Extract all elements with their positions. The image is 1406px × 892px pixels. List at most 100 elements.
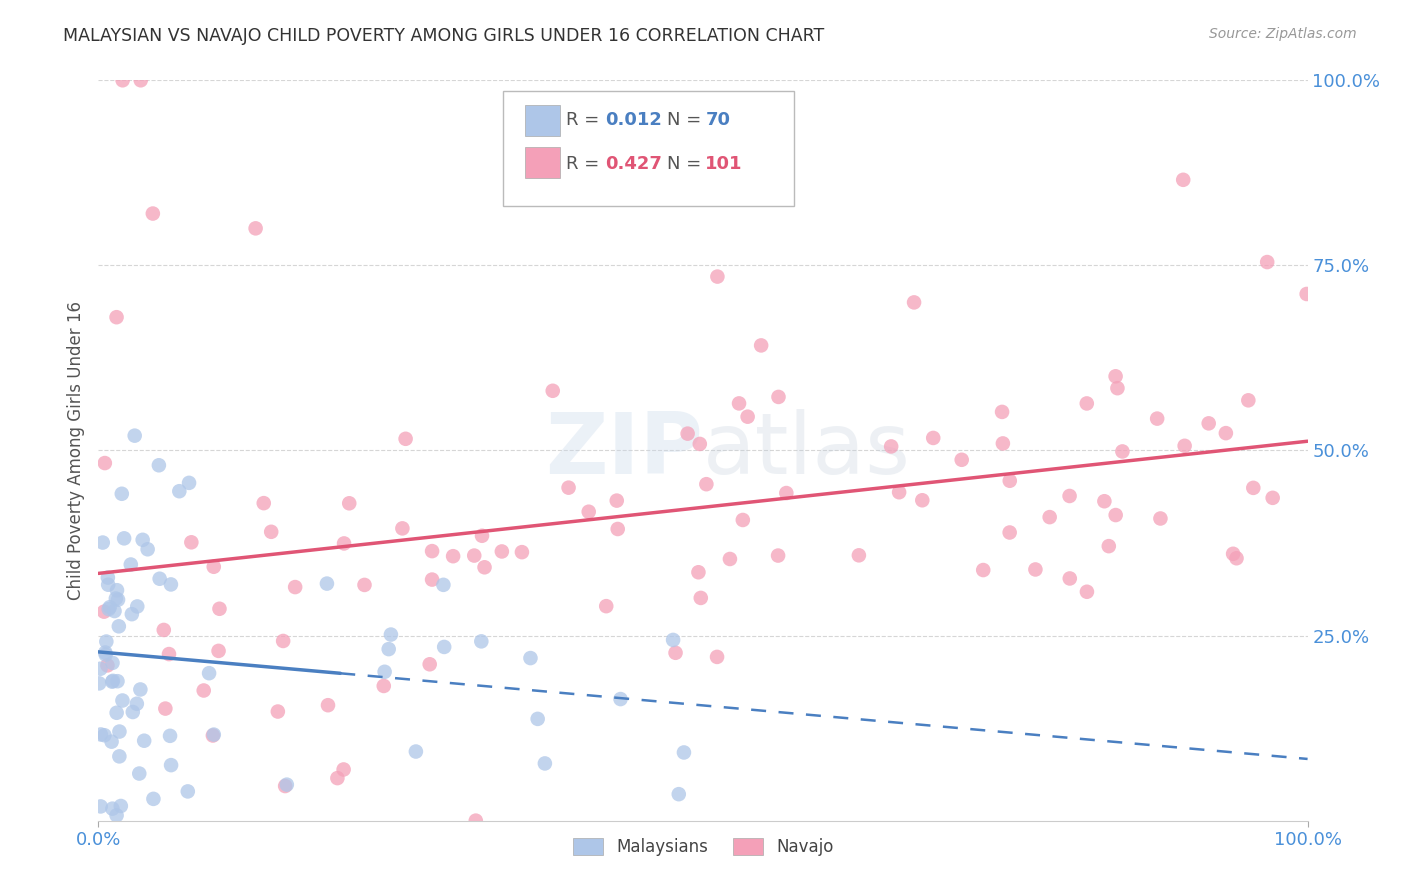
Point [1146, 411, 1168, 425]
Point [420, 544, 443, 558]
Point [998, 525, 1021, 540]
Point [1261, 491, 1284, 505]
Point [128, 766, 150, 780]
Point [107, 674, 129, 689]
Point [97, 602, 120, 616]
Point [160, 758, 183, 772]
Point [1039, 510, 1062, 524]
Point [98, 600, 121, 615]
Point [541, 384, 564, 398]
Point [991, 405, 1014, 419]
Point [718, 552, 741, 566]
Point [96, 634, 118, 648]
Point [1174, 439, 1197, 453]
Point [950, 452, 973, 467]
Point [101, 656, 124, 670]
Point [90, 799, 112, 814]
Point [159, 729, 181, 743]
Point [110, 799, 132, 814]
Point [97, 578, 120, 592]
Point [332, 763, 354, 777]
Point [94, 456, 117, 470]
Point [1107, 381, 1129, 395]
Point [208, 601, 231, 615]
Point [108, 749, 131, 764]
Point [491, 544, 513, 558]
Point [353, 578, 375, 592]
Point [737, 409, 759, 424]
Point [1256, 255, 1278, 269]
Point [96, 658, 118, 673]
Point [134, 733, 156, 747]
Point [112, 532, 135, 546]
Point [373, 679, 395, 693]
Point [1111, 444, 1133, 458]
Point [111, 487, 134, 501]
Point [120, 558, 142, 572]
Y-axis label: Child Poverty Among Girls Under 16: Child Poverty Among Girls Under 16 [66, 301, 84, 600]
Point [97, 570, 120, 584]
Point [125, 697, 148, 711]
Point [1149, 511, 1171, 525]
Point [202, 559, 225, 574]
Point [129, 73, 152, 87]
Text: ZIP: ZIP [546, 409, 703, 492]
Point [337, 496, 360, 510]
Point [94, 645, 117, 659]
Point [405, 745, 427, 759]
Point [775, 486, 797, 500]
Point [911, 493, 934, 508]
Point [689, 591, 711, 605]
Point [101, 802, 124, 816]
Point [433, 640, 456, 654]
Point [105, 583, 128, 598]
Point [121, 705, 143, 719]
Point [91, 535, 114, 549]
Point [149, 572, 172, 586]
Point [689, 437, 711, 451]
FancyBboxPatch shape [526, 104, 561, 136]
Point [111, 693, 134, 707]
Point [1225, 551, 1247, 566]
Point [157, 647, 180, 661]
Point [148, 458, 170, 473]
Point [104, 591, 127, 606]
Point [124, 428, 146, 442]
Point [121, 607, 143, 622]
Point [419, 657, 441, 672]
FancyBboxPatch shape [503, 91, 793, 206]
Point [749, 338, 772, 352]
Point [1215, 426, 1237, 441]
Legend: Malaysians, Navajo: Malaysians, Navajo [564, 830, 842, 864]
Point [922, 431, 945, 445]
Point [595, 599, 617, 614]
Point [664, 646, 686, 660]
Point [471, 529, 494, 543]
Point [1059, 489, 1081, 503]
Point [1173, 173, 1195, 187]
Point [142, 206, 165, 220]
Point [1059, 572, 1081, 586]
Point [103, 604, 125, 618]
Point [1092, 494, 1115, 508]
Point [1198, 417, 1220, 431]
Point [391, 521, 413, 535]
Point [374, 665, 396, 679]
Point [207, 644, 229, 658]
Point [105, 706, 128, 720]
Point [1295, 287, 1317, 301]
Point [1104, 369, 1126, 384]
Point [326, 771, 349, 785]
Point [768, 390, 790, 404]
Point [127, 599, 149, 614]
Point [90, 727, 112, 741]
Point [333, 536, 356, 550]
Point [284, 580, 307, 594]
Point [105, 310, 128, 325]
Point [155, 701, 177, 715]
Point [198, 666, 221, 681]
Point [136, 542, 159, 557]
Text: Source: ZipAtlas.com: Source: ZipAtlas.com [1209, 27, 1357, 41]
Point [470, 634, 492, 648]
Point [1076, 396, 1098, 410]
